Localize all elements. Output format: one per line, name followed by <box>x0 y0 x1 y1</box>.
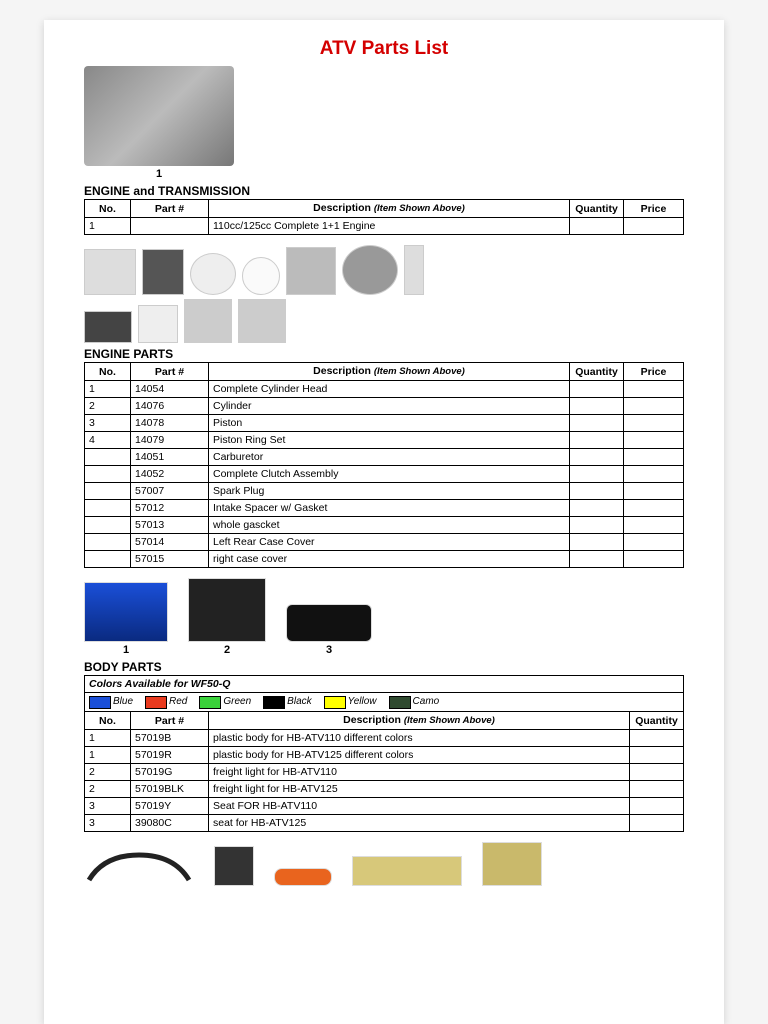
table-row: 114054Complete Cylinder Head <box>85 381 684 398</box>
body-parts-images: 1 2 3 <box>84 578 684 656</box>
part-image <box>190 253 236 295</box>
color-label: Green <box>223 695 251 709</box>
table-header-row: No. Part # Description (Item Shown Above… <box>85 363 684 381</box>
grip-image <box>214 846 254 886</box>
color-label: Camo <box>413 695 440 709</box>
section-header-engine-parts: ENGINE PARTS <box>84 347 684 361</box>
color-swatch <box>199 696 221 709</box>
color-label: Blue <box>113 695 133 709</box>
part-image <box>138 305 178 343</box>
body-image-3 <box>286 604 372 642</box>
table-row: 157019Bplastic body for HB-ATV110 differ… <box>85 730 684 747</box>
color-swatch <box>263 696 285 709</box>
page-title: ATV Parts List <box>84 38 684 60</box>
grip-image <box>274 868 332 886</box>
col-price: Price <box>624 200 684 218</box>
col-part: Part # <box>131 200 209 218</box>
table-row: 57013whole gascket <box>85 517 684 534</box>
body-image-block: 1 <box>84 582 168 656</box>
body-image-1 <box>84 582 168 642</box>
part-image <box>242 257 280 295</box>
color-label: Red <box>169 695 187 709</box>
color-swatch <box>89 696 111 709</box>
part-image <box>84 311 132 343</box>
table-engine-parts: No. Part # Description (Item Shown Above… <box>84 362 684 568</box>
table-row: 57007Spark Plug <box>85 483 684 500</box>
color-label: Black <box>287 695 311 709</box>
handlebar-images <box>84 842 684 886</box>
body-image-block: 2 <box>188 578 266 656</box>
part-image <box>238 299 286 343</box>
engine-image-label: 1 <box>84 168 234 180</box>
section-header-body-parts: BODY PARTS <box>84 660 684 674</box>
table-row: 339080Cseat for HB-ATV125 <box>85 815 684 832</box>
engine-image <box>84 66 234 166</box>
engine-parts-images <box>84 245 684 295</box>
part-image <box>142 249 184 295</box>
col-desc: Description (Item Shown Above) <box>209 200 570 218</box>
color-swatches: Blue Red Green Black Yellow Camo <box>85 693 683 711</box>
part-image <box>342 245 398 295</box>
table-engine-transmission: No. Part # Description (Item Shown Above… <box>84 199 684 235</box>
body-image-2 <box>188 578 266 642</box>
table-body-parts: Colors Available for WF50-Q Blue Red Green… <box>84 675 684 832</box>
table-row: 314078Piston <box>85 415 684 432</box>
colors-available-row: Colors Available for WF50-Q <box>85 676 684 693</box>
table-row: 414079Piston Ring Set <box>85 432 684 449</box>
table-row: 214076Cylinder <box>85 398 684 415</box>
table-row: 157019Rplastic body for HB-ATV125 differ… <box>85 747 684 764</box>
table-row: 257019Gfreight light for HB-ATV110 <box>85 764 684 781</box>
table-header-row: No. Part # Description (Item Shown Above… <box>85 200 684 218</box>
part-image <box>286 247 336 295</box>
table-row: 1 110cc/125cc Complete 1+1 Engine <box>85 218 684 235</box>
color-swatches-row: Blue Red Green Black Yellow Camo <box>85 693 684 712</box>
handlebar-image <box>84 850 194 886</box>
part-image <box>404 245 424 295</box>
tie-rod-image <box>352 856 462 886</box>
engine-parts-images-2 <box>84 299 684 343</box>
color-swatch <box>324 696 346 709</box>
col-no: No. <box>85 200 131 218</box>
table-row: 57012Intake Spacer w/ Gasket <box>85 500 684 517</box>
color-swatch <box>389 696 411 709</box>
table-row: 257019BLKfreight light for HB-ATV125 <box>85 781 684 798</box>
engine-image-block: 1 <box>84 66 684 180</box>
table-row: 14051Carburetor <box>85 449 684 466</box>
page: ATV Parts List 1 ENGINE and TRANSMISSION… <box>44 20 724 1024</box>
table-row: 357019YSeat FOR HB-ATV110 <box>85 798 684 815</box>
color-swatch <box>145 696 167 709</box>
table-row: 57014Left Rear Case Cover <box>85 534 684 551</box>
table-row: 14052Complete Clutch Assembly <box>85 466 684 483</box>
table-header-row: No. Part # Description (Item Shown Above… <box>85 712 684 730</box>
part-image <box>84 249 136 295</box>
part-image <box>184 299 232 343</box>
table-row: 57015right case cover <box>85 551 684 568</box>
col-qty: Quantity <box>570 200 624 218</box>
section-header-engine-transmission: ENGINE and TRANSMISSION <box>84 184 684 198</box>
bracket-image <box>482 842 542 886</box>
color-label: Yellow <box>348 695 377 709</box>
body-image-block: 3 <box>286 604 372 656</box>
